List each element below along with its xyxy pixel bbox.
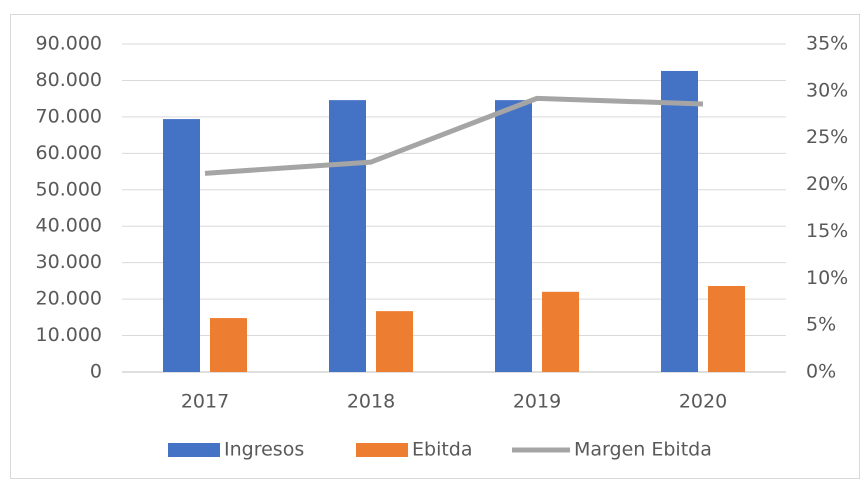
x-tick-label: 2017 [181, 391, 229, 413]
y2-tick-label: 20% [806, 173, 848, 195]
bar [163, 119, 200, 372]
y-tick-label: 80.000 [36, 69, 102, 91]
x-tick-label: 2020 [679, 391, 727, 413]
x-tick-label: 2018 [347, 391, 395, 413]
bar [495, 100, 532, 372]
legend-label: Margen Ebitda [574, 439, 712, 461]
y2-tick-label: 30% [806, 79, 848, 101]
y2-tick-label: 35% [806, 33, 848, 55]
y2-tick-label: 15% [806, 220, 848, 242]
bar [542, 291, 579, 372]
y-tick-label: 60.000 [36, 142, 102, 164]
legend-label: Ebitda [412, 439, 473, 461]
x-tick-label: 2019 [513, 391, 561, 413]
bar [329, 100, 366, 372]
line [204, 95, 704, 176]
y-tick-label: 30.000 [36, 251, 102, 273]
bar [210, 318, 247, 372]
legend-swatch [168, 443, 220, 457]
bar [376, 311, 413, 372]
bar [661, 70, 698, 373]
y-tick-label: 40.000 [36, 215, 102, 237]
y-tick-label: 70.000 [36, 105, 102, 127]
y-tick-label: 50.000 [36, 178, 102, 200]
y-tick-label: 20.000 [36, 288, 102, 310]
y-tick-label: 10.000 [36, 324, 102, 346]
legend-label: Ingresos [224, 439, 304, 461]
y2-tick-label: 5% [806, 314, 836, 336]
legend-swatch [356, 443, 408, 457]
y2-tick-label: 10% [806, 267, 848, 289]
y-tick-label: 0 [90, 361, 102, 383]
chart-frame [10, 14, 860, 479]
bar [708, 285, 745, 372]
y2-tick-label: 25% [806, 126, 848, 148]
y2-tick-label: 0% [806, 361, 836, 383]
y-tick-label: 90.000 [36, 33, 102, 55]
